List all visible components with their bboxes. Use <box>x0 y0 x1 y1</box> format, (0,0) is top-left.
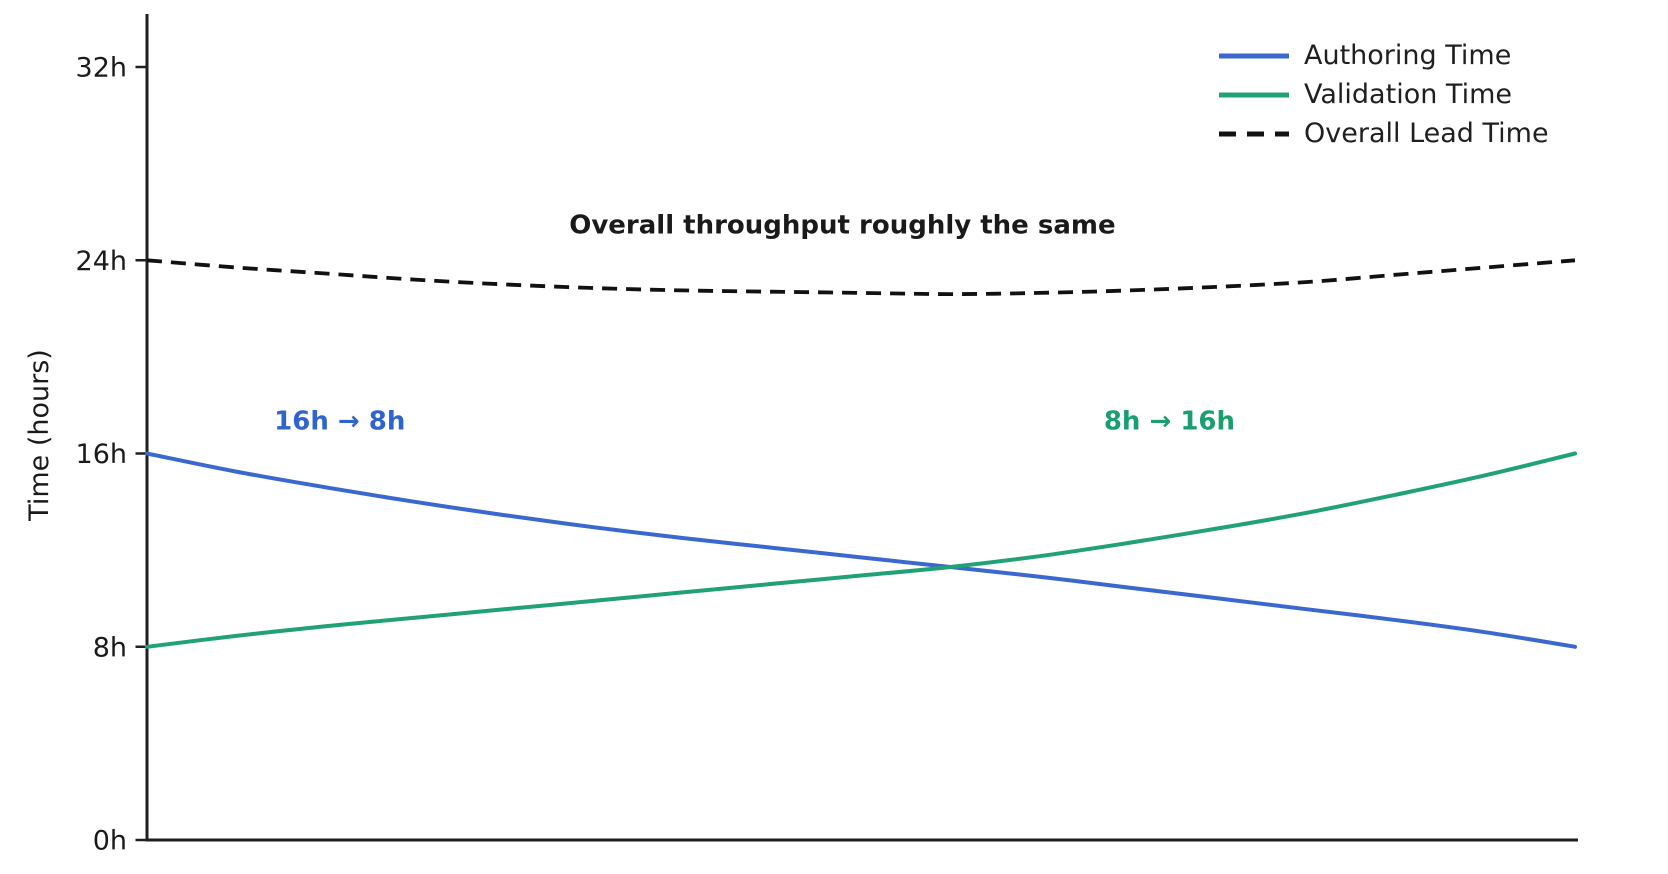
series-line-overall-lead-time <box>146 258 1576 297</box>
annotation-overall-note: Overall throughput roughly the same <box>569 211 1115 241</box>
y-tick-label: 32h <box>76 53 127 84</box>
legend-dashed-line-swatch <box>1219 131 1289 136</box>
legend-label: Overall Lead Time <box>1304 118 1549 149</box>
chart-annotations: Overall throughput roughly the same 16h →… <box>274 211 1235 437</box>
legend-solid-line-swatch <box>1219 92 1289 97</box>
legend-solid-line-swatch <box>1219 53 1289 58</box>
legend-item: Validation Time <box>1218 75 1549 114</box>
series-line-validation-time <box>145 451 1577 649</box>
legend-item: Authoring Time <box>1218 36 1549 75</box>
series-lines <box>145 258 1577 649</box>
legend: Authoring Time Validation Time Overall Lea… <box>1218 36 1549 153</box>
annotation-validation-note: 8h → 16h <box>1104 406 1235 436</box>
y-tick-label: 0h <box>93 826 127 857</box>
series-line-authoring-time <box>145 451 1577 649</box>
y-tick-label: 24h <box>76 246 127 277</box>
legend-label: Authoring Time <box>1304 40 1512 71</box>
legend-label: Validation Time <box>1304 79 1512 110</box>
y-axis-ticks: 0h 8h 16h 24h 32h <box>76 53 147 857</box>
annotation-authoring-note: 16h → 8h <box>274 406 405 436</box>
y-axis-title: Time (hours) <box>24 349 55 522</box>
legend-item: Overall Lead Time <box>1218 114 1549 153</box>
y-tick-label: 16h <box>76 439 127 470</box>
y-tick-label: 8h <box>93 632 127 663</box>
